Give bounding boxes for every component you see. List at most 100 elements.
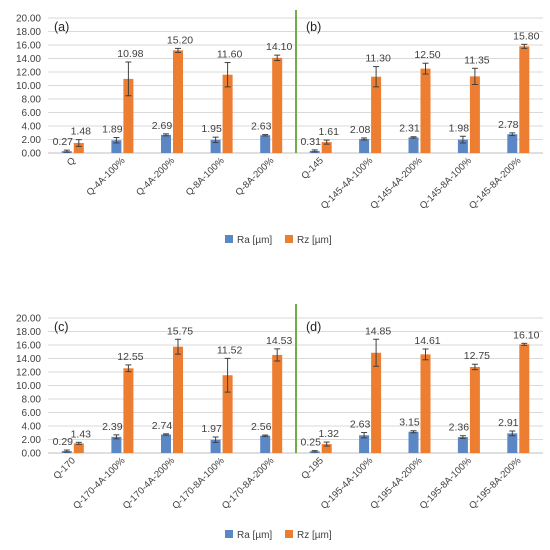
ra-bar (507, 134, 518, 153)
subplot-c: (c) 0.291.43 Q-170 2.39 12.55 Q-170-4A-100% 2.… (51, 320, 292, 512)
legend-label-ra: Ra [µm] (237, 235, 272, 246)
rz-bar (73, 143, 84, 153)
rz-bar (469, 76, 480, 153)
ra-bar (161, 134, 171, 153)
x-category-label: Q-145-4A-100% (319, 155, 376, 212)
rz-bar (420, 68, 431, 153)
rz-data-label: 1.48 (71, 126, 92, 138)
ra-data-label: 3.15 (399, 417, 420, 429)
rz-data-label: 10.98 (117, 48, 143, 60)
ra-data-label: 1.89 (102, 124, 123, 136)
rz-data-label: 1.61 (318, 126, 339, 138)
rz-data-label: 12.50 (414, 49, 440, 61)
legend-label-rz: Rz [µm] (297, 530, 332, 541)
rz-bar (420, 354, 431, 453)
y-tick-label: 4.00 (22, 422, 42, 433)
legend-swatch-rz (285, 235, 293, 243)
x-category-label: Q-195-4A-100% (319, 455, 376, 512)
x-category-label: Q-8A-100% (184, 155, 227, 198)
rz-data-label: 15.75 (167, 325, 193, 337)
ra-data-label: 2.08 (350, 124, 371, 136)
rz-bar (73, 443, 84, 453)
y-tick-label: 10.00 (16, 381, 41, 392)
ra-bar (111, 436, 122, 453)
chart-figure-top: 0.00 2.00 4.00 6.00 8.00 10.00 12.00 14.00 16.00… (16, 10, 543, 246)
ra-data-label: 2.74 (152, 420, 173, 432)
y-tick-label: 2.00 (22, 435, 42, 446)
rz-bar (123, 78, 134, 153)
ra-bar (457, 437, 468, 453)
ra-data-label: 0.27 (53, 136, 74, 148)
ra-data-label: 2.63 (251, 121, 272, 133)
legend: Ra [µm] Rz [µm] (225, 530, 332, 541)
ra-bar (359, 138, 370, 153)
legend-label-rz: Rz [µm] (297, 235, 332, 246)
ra-data-label: 2.31 (399, 123, 420, 135)
y-tick-label: 18.00 (16, 327, 41, 338)
subplot-d: (d) 0.251.32 Q-195 2.63 14.85 Q-195-4A-100% 3.… (299, 320, 539, 512)
ra-data-label: 2.36 (449, 422, 470, 434)
legend: Ra [µm] Rz [µm] (225, 235, 332, 246)
legend-swatch-ra (225, 530, 233, 538)
panel-label: (c) (54, 320, 69, 334)
ra-bar (161, 434, 171, 453)
y-tick-label: 20.00 (16, 314, 41, 325)
y-tick-label: 6.00 (22, 408, 42, 419)
ra-data-label: 0.29 (53, 436, 74, 448)
ra-data-label: 1.97 (201, 423, 222, 435)
x-category-label: Q (65, 155, 78, 168)
x-category-label: Q-145 (299, 155, 325, 181)
ra-data-label: 2.91 (498, 417, 519, 429)
x-category-label: Q-170-4A-200% (121, 455, 178, 512)
panel-label: (b) (306, 20, 321, 34)
x-category-label: Q-145-8A-100% (418, 155, 475, 212)
rz-data-label: 1.43 (71, 428, 92, 440)
rz-data-label: 11.35 (464, 54, 490, 66)
y-tick-label: 2.00 (22, 135, 42, 146)
ra-bar (111, 140, 122, 153)
y-tick-label: 0.00 (22, 149, 42, 160)
x-category-label: Q-195-8A-100% (418, 455, 475, 512)
rz-bar (123, 368, 134, 453)
legend-label-ra: Ra [µm] (237, 530, 272, 541)
y-tick-label: 12.00 (16, 68, 41, 79)
ra-data-label: 1.98 (449, 122, 470, 134)
rz-data-label: 14.53 (266, 335, 292, 347)
panel-label: (a) (54, 20, 69, 34)
rz-bar (222, 74, 233, 153)
x-category-label: Q-8A-200% (233, 155, 276, 198)
rz-bar (519, 46, 530, 153)
x-category-label: Q-195-4A-200% (368, 455, 425, 512)
ra-bar (408, 137, 419, 153)
x-category-label: Q-145-8A-200% (467, 155, 524, 212)
ra-bar (210, 439, 221, 453)
rz-bar (321, 444, 332, 453)
rz-data-label: 12.55 (117, 351, 143, 363)
rz-data-label: 15.20 (167, 34, 193, 46)
rz-bar (272, 354, 283, 453)
rz-data-label: 12.75 (464, 350, 490, 362)
subplot-b: (b) 0.311.61 Q-145 2.08 11.30 Q-145-4A-100% 2.… (299, 20, 539, 212)
x-category-label: Q-195-8A-200% (467, 455, 524, 512)
x-category-label: Q-170-8A-200% (220, 455, 277, 512)
y-tick-label: 10.00 (16, 81, 41, 92)
ra-data-label: 2.56 (251, 421, 272, 433)
y-tick-label: 4.00 (22, 122, 42, 133)
ra-data-label: 1.95 (201, 123, 222, 135)
ra-data-label: 2.69 (152, 120, 173, 132)
x-category-label: Q-170-8A-100% (170, 455, 227, 512)
y-tick-label: 14.00 (16, 54, 41, 65)
rz-bar (371, 76, 382, 153)
ra-bar (359, 435, 370, 453)
x-category-label: Q-4A-100% (85, 155, 128, 198)
ra-bar (457, 139, 468, 153)
ra-data-label: 0.31 (300, 136, 321, 148)
y-tick-label: 8.00 (22, 395, 42, 406)
y-tick-label: 12.00 (16, 368, 41, 379)
ra-bar (507, 433, 518, 453)
rz-bar (173, 346, 183, 453)
rz-data-label: 15.80 (513, 30, 539, 42)
ra-data-label: 0.25 (300, 437, 321, 449)
y-tick-label: 8.00 (22, 95, 42, 106)
